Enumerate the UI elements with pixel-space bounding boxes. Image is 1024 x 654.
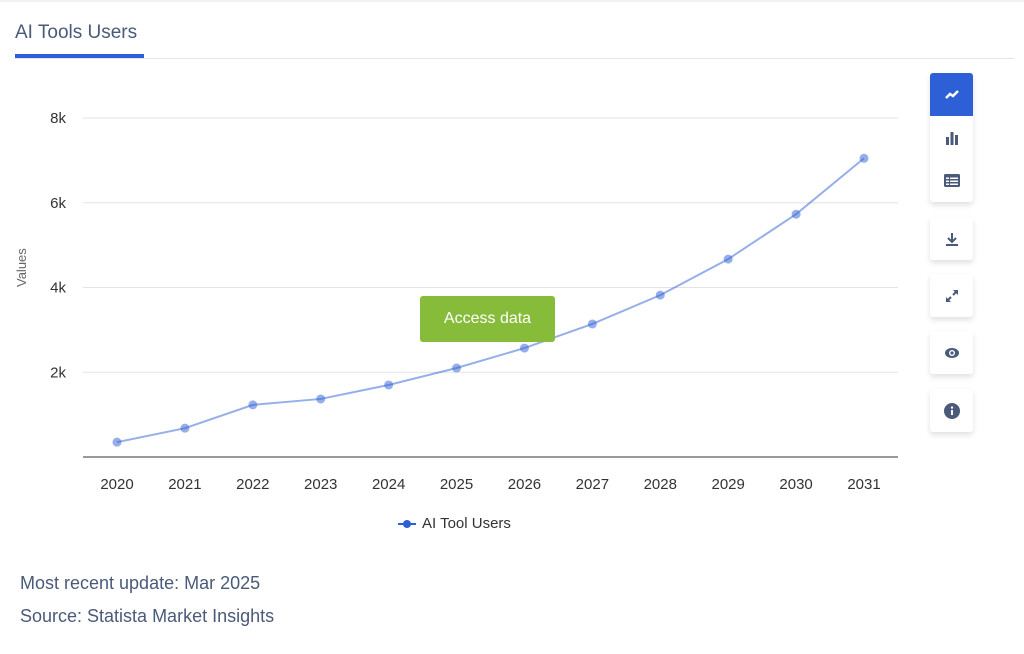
- line-chart-button[interactable]: [930, 73, 973, 116]
- x-tick-label: 2026: [508, 476, 541, 493]
- data-point: [452, 363, 462, 373]
- data-point: [655, 290, 665, 300]
- fullscreen-button[interactable]: [930, 274, 973, 317]
- x-tick-label: 2023: [304, 476, 337, 493]
- bar-chart-button[interactable]: [930, 116, 973, 159]
- legend-item[interactable]: AI Tool Users: [398, 515, 511, 532]
- legend-label: AI Tool Users: [422, 515, 511, 532]
- table-icon: [943, 174, 960, 187]
- table-button[interactable]: [930, 159, 973, 202]
- y-tick-label: 2k: [50, 364, 66, 381]
- data-point: [791, 209, 801, 219]
- x-tick-label: 2029: [711, 476, 744, 493]
- download-button[interactable]: [930, 217, 973, 260]
- data-point: [723, 254, 733, 264]
- visibility-button[interactable]: [930, 331, 973, 374]
- line-chart-icon: [944, 89, 959, 99]
- x-tick-label: 2022: [236, 476, 269, 493]
- x-tick-label: 2024: [372, 476, 405, 493]
- top-border: [0, 0, 1024, 2]
- chart-type-group: [930, 73, 973, 202]
- series-line: [116, 157, 865, 444]
- data-point: [248, 400, 258, 410]
- eye-icon: [944, 347, 959, 358]
- data-point: [384, 380, 394, 390]
- x-tick-label: 2031: [847, 476, 880, 493]
- y-tick-label: 8k: [50, 110, 66, 127]
- expand-icon: [945, 289, 958, 302]
- y-tick-label: 4k: [50, 280, 66, 297]
- info-button[interactable]: [930, 389, 973, 432]
- active-tab-indicator: [15, 54, 144, 58]
- data-point: [180, 423, 190, 433]
- legend-marker-icon: [398, 519, 416, 528]
- x-tick-label: 2025: [440, 476, 473, 493]
- update-note: Most recent update: Mar 2025: [20, 573, 261, 593]
- x-tick-label: 2030: [779, 476, 812, 493]
- access-data-button[interactable]: Access data: [420, 296, 555, 342]
- download-icon: [945, 232, 958, 246]
- info-icon: [943, 402, 960, 419]
- data-point: [859, 153, 869, 163]
- x-tick-label: 2020: [100, 476, 133, 493]
- data-point: [519, 343, 529, 353]
- data-point: [587, 319, 597, 329]
- y-tick-label: 6k: [50, 195, 66, 212]
- x-tick-label: 2028: [644, 476, 677, 493]
- tab-divider: [15, 58, 1014, 59]
- chart-tab-title[interactable]: AI Tools Users: [15, 22, 138, 43]
- bar-chart-icon: [945, 131, 958, 145]
- x-tick-label: 2027: [576, 476, 609, 493]
- source-note: Source: Statista Market Insights: [20, 606, 275, 626]
- x-tick-label: 2021: [168, 476, 201, 493]
- data-point: [112, 437, 122, 447]
- data-point: [316, 394, 326, 404]
